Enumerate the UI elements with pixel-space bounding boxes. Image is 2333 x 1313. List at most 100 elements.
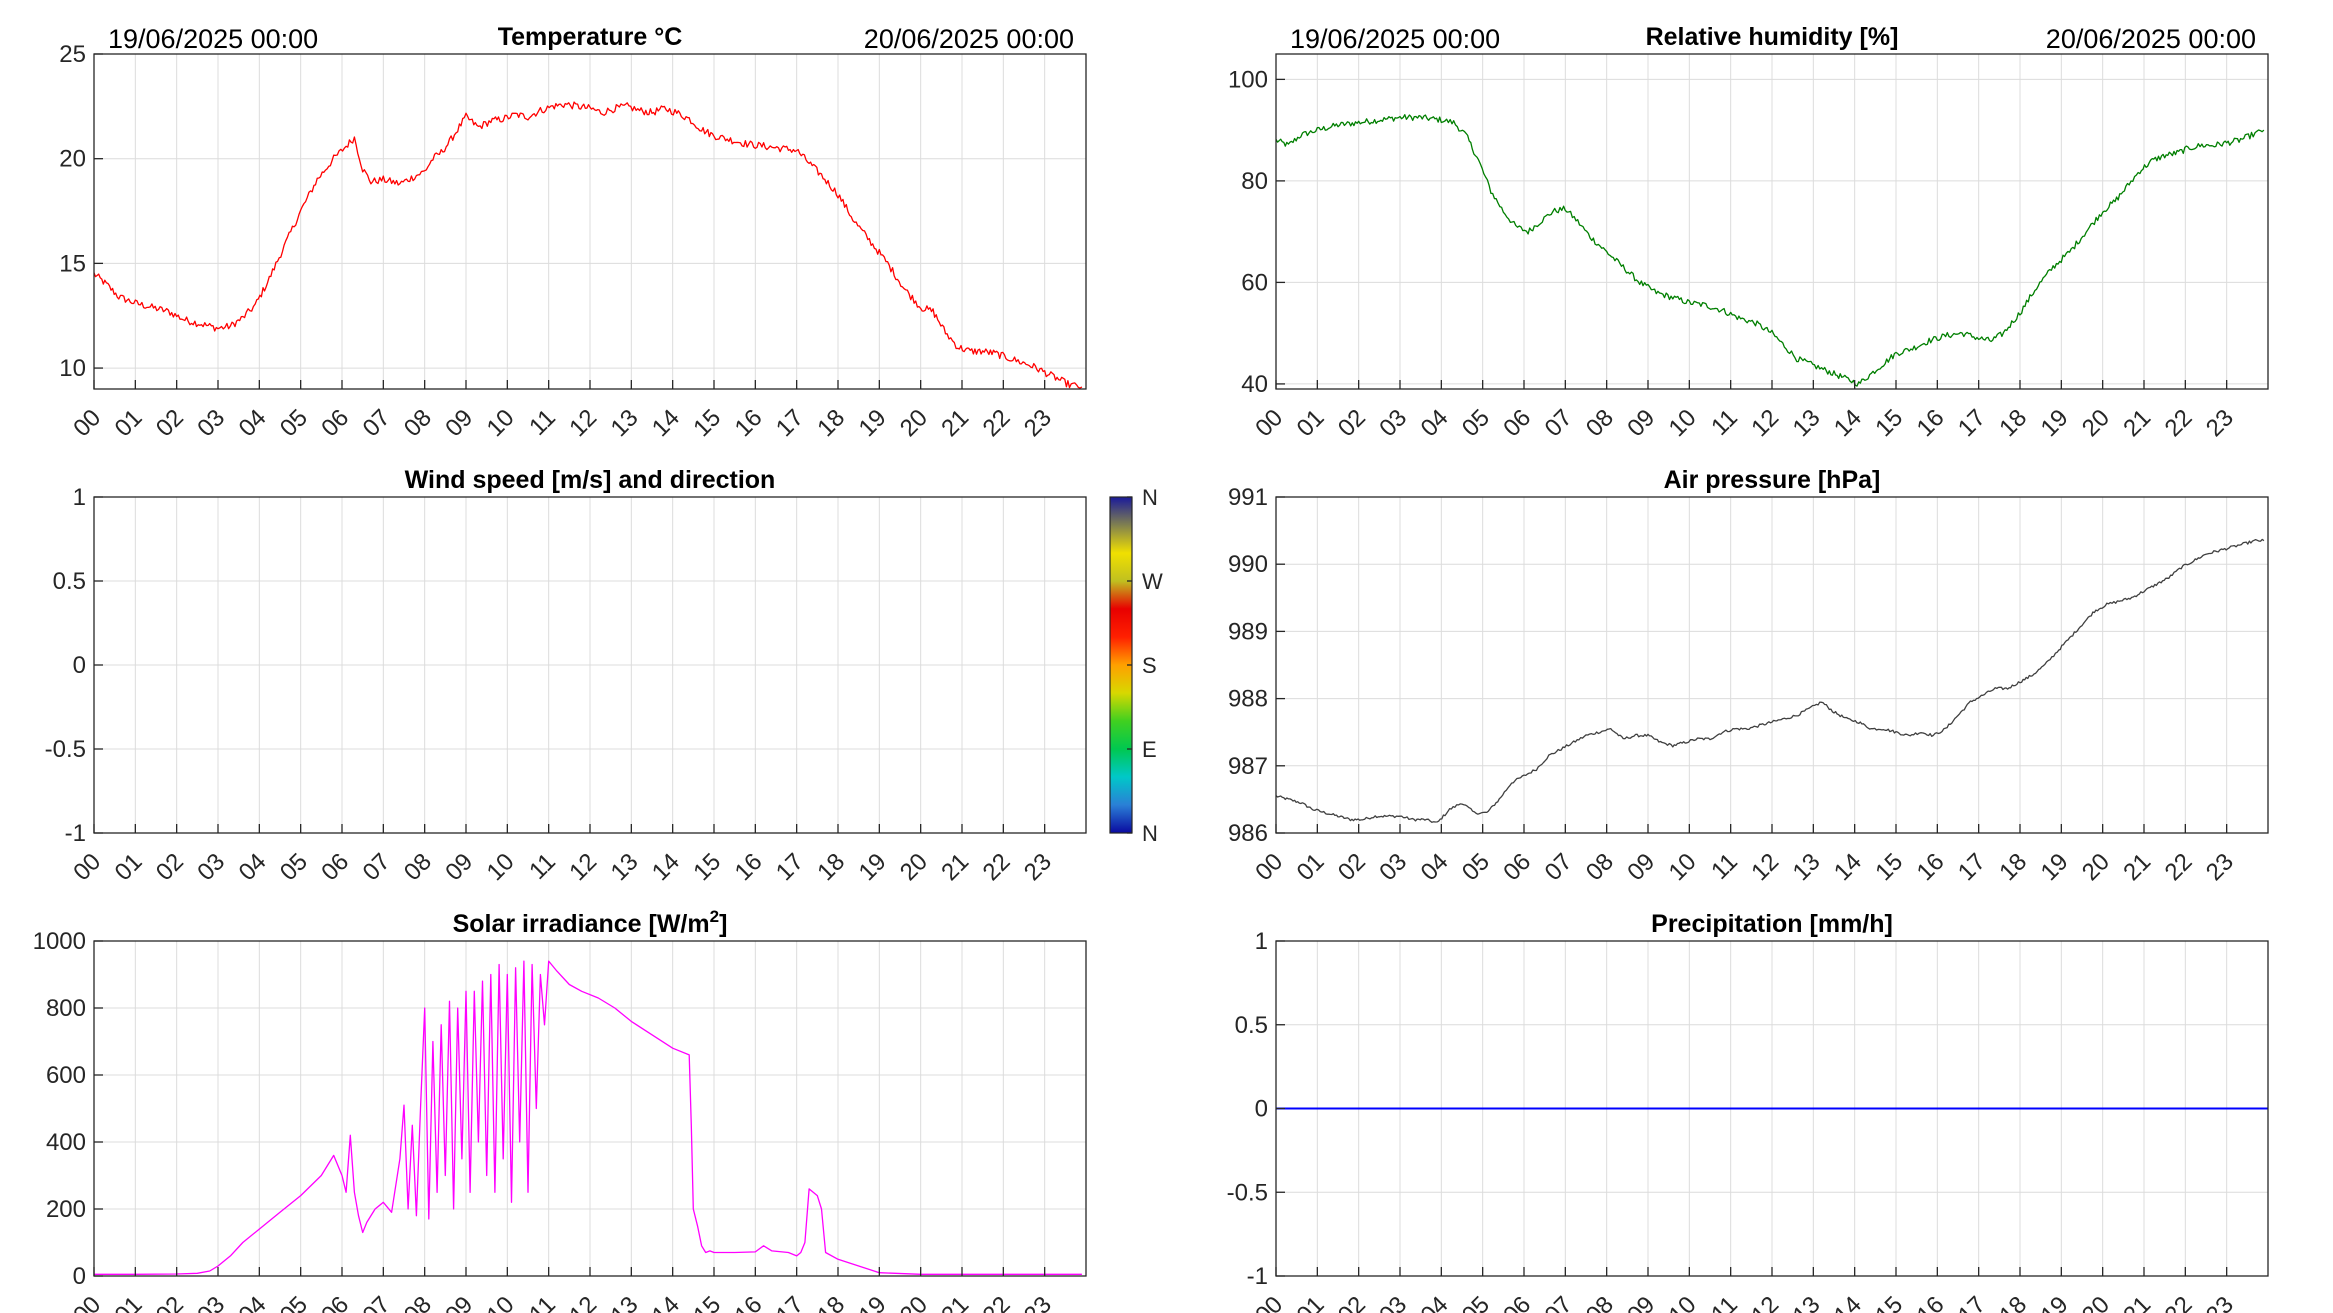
humidity-ytick-label: 80: [1241, 168, 1268, 195]
solar-xtick-label: 04: [234, 1291, 272, 1313]
wind-xtick-label: 21: [936, 848, 974, 886]
humidity-xtick-label: 12: [1746, 404, 1784, 442]
pressure-xtick-label: 10: [1664, 848, 1702, 886]
solar-xtick-label: 21: [936, 1291, 974, 1313]
pressure-xtick-label: 06: [1498, 848, 1536, 886]
temp-xtick-label: 11: [524, 404, 561, 441]
precip-xtick-label: 07: [1540, 1291, 1578, 1313]
wind-xtick-label: 14: [647, 848, 685, 886]
precip-xtick-label: 17: [1953, 1291, 1991, 1313]
pressure-ytick-label: 990: [1228, 551, 1268, 578]
wind-xtick-label: 01: [110, 848, 148, 886]
temp-xtick-label: 09: [440, 404, 478, 442]
solar-xtick-label: 00: [68, 1291, 106, 1313]
precip-title: Precipitation [mm/h]: [1651, 910, 1893, 938]
pressure-xtick-label: 17: [1953, 848, 1991, 886]
temp-xtick-label: 02: [151, 404, 189, 442]
solar-xtick-label: 18: [812, 1291, 850, 1313]
pressure-xtick-label: 21: [2118, 848, 2156, 886]
humidity-xtick-label: 10: [1664, 404, 1702, 442]
precip-xtick-label: 14: [1829, 1291, 1867, 1313]
solar-xtick-label: 11: [524, 1291, 561, 1313]
precip-xtick-label: 03: [1374, 1291, 1412, 1313]
humidity-xtick-label: 20: [2077, 404, 2115, 442]
solar-xtick-label: 19: [854, 1291, 892, 1313]
temp-xtick-label: 15: [688, 404, 726, 442]
pressure-xtick-label: 22: [2160, 848, 2198, 886]
pressure-chart: 986 987 988 989 990 991 00 01 02 03 04 05 06 07 08 09 10…: [1228, 466, 2269, 886]
humidity-date-start: 19/06/2025 00:00: [1290, 24, 1500, 54]
pressure-xtick-label: 01: [1292, 848, 1330, 886]
temp-xtick-label: 23: [1019, 404, 1057, 442]
precip-xtick-label: 11: [1706, 1291, 1743, 1313]
humidity-xtick-label: 13: [1788, 404, 1826, 442]
precip-ytick-label: -1: [1247, 1263, 1268, 1290]
temp-xtick-label: 07: [358, 404, 396, 442]
temp-title: Temperature °C: [498, 23, 683, 51]
temp-xtick-label: 05: [275, 404, 313, 442]
solar-xtick-label: 01: [110, 1291, 148, 1313]
humidity-date-end: 20/06/2025 00:00: [2046, 24, 2256, 54]
pressure-xtick-label: 19: [2036, 848, 2074, 886]
solar-title: Solar irradiance [W/m2]: [453, 907, 728, 938]
humidity-xtick-label: 21: [2118, 404, 2156, 442]
pressure-xtick-label: 02: [1333, 848, 1371, 886]
solar-xtick-label: 16: [730, 1291, 768, 1313]
precip-xtick-label: 04: [1416, 1291, 1454, 1313]
wind-xtick-label: 19: [854, 848, 892, 886]
temp-xtick-label: 06: [316, 404, 354, 442]
solar-series-line: [94, 960, 1082, 1275]
solar-xtick-label: 07: [358, 1291, 396, 1313]
temp-ytick-label: 15: [59, 250, 86, 277]
pressure-xtick-label: 12: [1746, 848, 1784, 886]
wind-xtick-label: 18: [812, 848, 850, 886]
solar-ytick-label: 0: [73, 1263, 86, 1290]
wind-ytick-label: -0.5: [45, 736, 86, 763]
precip-xtick-label: 22: [2160, 1291, 2198, 1313]
solar-ytick-label: 400: [46, 1129, 86, 1156]
precip-xtick-label: 09: [1622, 1291, 1660, 1313]
solar-xtick-label: 22: [978, 1291, 1016, 1313]
temp-xtick-label: 10: [482, 404, 520, 442]
wind-ytick-label: 0.5: [53, 568, 86, 595]
wind-xtick-label: 08: [399, 848, 437, 886]
precip-xtick-label: 15: [1870, 1291, 1908, 1313]
humidity-xtick-label: 15: [1870, 404, 1908, 442]
solar-xtick-label: 17: [771, 1291, 809, 1313]
pressure-xtick-label: 20: [2077, 848, 2115, 886]
humidity-xtick-label: 22: [2160, 404, 2198, 442]
pressure-xtick-label: 23: [2201, 848, 2239, 886]
precip-xtick-label: 16: [1912, 1291, 1950, 1313]
wind-xtick-label: 02: [151, 848, 189, 886]
solar-xtick-label: 14: [647, 1291, 685, 1313]
precip-xtick-label: 05: [1457, 1291, 1495, 1313]
temp-xtick-label: 21: [936, 404, 974, 442]
colorbar-label: S: [1142, 653, 1157, 678]
solar-xtick-label: 13: [606, 1291, 644, 1313]
pressure-ytick-label: 988: [1228, 686, 1268, 713]
solar-xtick-label: 02: [151, 1291, 189, 1313]
solar-xtick-label: 03: [192, 1291, 230, 1313]
humidity-xtick-label: 05: [1457, 404, 1495, 442]
wind-xtick-label: 07: [358, 848, 396, 886]
pressure-xtick-label: 00: [1250, 848, 1288, 886]
temp-xtick-label: 20: [895, 404, 933, 442]
humidity-xtick-label: 23: [2201, 404, 2239, 442]
pressure-xtick-label: 15: [1870, 848, 1908, 886]
solar-ytick-label: 800: [46, 995, 86, 1022]
humidity-xtick-label: 16: [1912, 404, 1950, 442]
pressure-xtick-label: 14: [1829, 848, 1867, 886]
temp-xtick-label: 13: [606, 404, 644, 442]
wind-xtick-label: 03: [192, 848, 230, 886]
precip-xtick-label: 01: [1292, 1291, 1330, 1313]
wind-xtick-label: 13: [606, 848, 644, 886]
humidity-ytick-label: 40: [1241, 371, 1268, 398]
humidity-xtick-label: 18: [1994, 404, 2032, 442]
temp-ytick-label: 10: [59, 355, 86, 382]
humidity-xtick-label: 11: [1706, 404, 1743, 441]
pressure-xtick-label: 13: [1788, 848, 1826, 886]
humidity-ytick-label: 100: [1228, 66, 1268, 93]
pressure-series-line: [1275, 538, 2265, 823]
